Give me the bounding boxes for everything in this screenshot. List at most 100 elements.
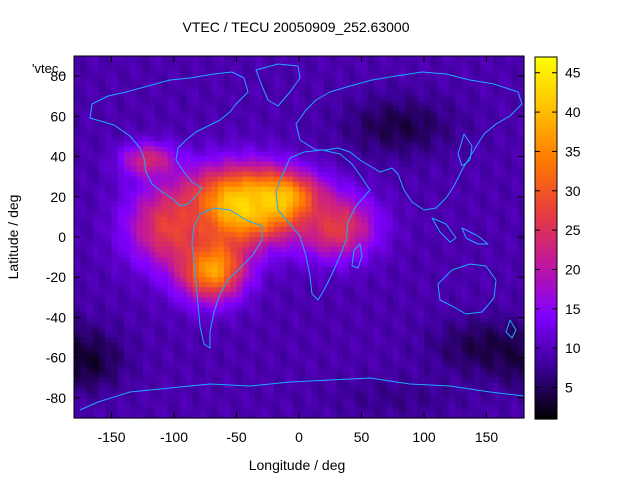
- heatmap-cell: [230, 211, 238, 218]
- heatmap-cell: [430, 302, 438, 308]
- heatmap-cell: [480, 312, 488, 319]
- heatmap-cell: [99, 221, 106, 228]
- heatmap-cell: [424, 242, 431, 248]
- heatmap-cell: [424, 221, 431, 228]
- heatmap-cell: [186, 206, 194, 213]
- heatmap-cell: [167, 196, 175, 203]
- heatmap-cell: [230, 297, 238, 303]
- heatmap-cell: [436, 352, 444, 359]
- heatmap-cell: [99, 377, 106, 384]
- heatmap-cell: [274, 262, 281, 268]
- heatmap-cell: [430, 337, 438, 344]
- heatmap-cell: [224, 272, 231, 278]
- heatmap-cell: [499, 267, 506, 273]
- heatmap-cell: [317, 196, 325, 203]
- heatmap-cell: [92, 397, 100, 404]
- heatmap-cell: [149, 297, 156, 303]
- heatmap-cell: [505, 196, 513, 203]
- heatmap-cell: [517, 206, 525, 213]
- heatmap-cell: [74, 156, 81, 163]
- heatmap-cell: [180, 357, 188, 364]
- heatmap-cell: [399, 332, 406, 339]
- heatmap-cell: [380, 101, 388, 107]
- heatmap-cell: [217, 71, 225, 77]
- heatmap-cell: [355, 221, 363, 228]
- heatmap-cell: [505, 151, 513, 158]
- heatmap-cell: [136, 272, 144, 278]
- heatmap-cell: [311, 267, 319, 273]
- heatmap-cell: [505, 91, 513, 97]
- heatmap-cell: [392, 352, 400, 359]
- heatmap-cell: [267, 101, 275, 107]
- heatmap-cell: [205, 392, 213, 399]
- heatmap-cell: [417, 372, 425, 379]
- heatmap-cell: [217, 327, 225, 334]
- heatmap-cell: [461, 272, 469, 278]
- heatmap-cell: [399, 257, 406, 263]
- heatmap-cell: [149, 302, 156, 308]
- heatmap-cell: [261, 297, 269, 303]
- heatmap-cell: [474, 96, 481, 102]
- heatmap-cell: [142, 332, 150, 339]
- heatmap-cell: [136, 277, 144, 283]
- heatmap-cell: [274, 191, 281, 198]
- heatmap-cell: [399, 221, 406, 228]
- heatmap-cell: [349, 267, 356, 273]
- heatmap-cell: [74, 101, 81, 107]
- heatmap-cell: [474, 322, 481, 329]
- heatmap-cell: [505, 297, 513, 303]
- heatmap-cell: [361, 81, 369, 87]
- heatmap-cell: [430, 347, 438, 354]
- heatmap-cell: [517, 377, 525, 384]
- heatmap-cell: [511, 332, 519, 339]
- heatmap-cell: [505, 141, 513, 148]
- heatmap-cell: [424, 76, 431, 82]
- heatmap-cell: [305, 352, 313, 359]
- heatmap-cell: [274, 357, 281, 364]
- heatmap-cell: [461, 377, 469, 384]
- heatmap-cell: [242, 372, 250, 379]
- heatmap-cell: [92, 181, 100, 188]
- heatmap-cell: [205, 267, 213, 273]
- heatmap-cell: [342, 66, 350, 72]
- heatmap-cell: [286, 216, 294, 223]
- heatmap-cell: [317, 201, 325, 208]
- heatmap-cell: [155, 176, 163, 183]
- heatmap-cell: [292, 257, 300, 263]
- heatmap-cell: [199, 377, 206, 384]
- heatmap-cell: [455, 282, 463, 288]
- heatmap-cell: [480, 211, 488, 218]
- heatmap-cell: [442, 126, 450, 133]
- heatmap-cell: [411, 196, 419, 203]
- heatmap-cell: [405, 226, 413, 233]
- heatmap-cell: [117, 277, 125, 283]
- heatmap-cell: [230, 66, 238, 72]
- heatmap-cell: [467, 237, 475, 243]
- heatmap-cell: [417, 352, 425, 359]
- heatmap-cell: [174, 211, 181, 218]
- heatmap-cell: [305, 302, 313, 308]
- heatmap-cell: [267, 382, 275, 389]
- heatmap-cell: [486, 347, 494, 354]
- heatmap-cell: [105, 342, 113, 349]
- heatmap-cell: [517, 257, 525, 263]
- heatmap-cell: [442, 272, 450, 278]
- heatmap-cell: [105, 362, 113, 369]
- heatmap-cell: [355, 116, 363, 122]
- heatmap-cell: [217, 352, 225, 359]
- heatmap-cell: [167, 186, 175, 193]
- heatmap-cell: [199, 252, 206, 258]
- heatmap-cell: [374, 267, 381, 273]
- heatmap-cell: [399, 267, 406, 273]
- heatmap-cell: [442, 377, 450, 384]
- heatmap-cell: [411, 347, 419, 354]
- heatmap-cell: [480, 56, 488, 62]
- heatmap-cell: [517, 367, 525, 374]
- heatmap-cell: [224, 357, 231, 364]
- heatmap-cell: [224, 186, 231, 193]
- heatmap-cell: [261, 121, 269, 127]
- heatmap-cell: [461, 211, 469, 218]
- heatmap-cell: [230, 186, 238, 193]
- heatmap-cell: [342, 282, 350, 288]
- heatmap-cell: [136, 231, 144, 238]
